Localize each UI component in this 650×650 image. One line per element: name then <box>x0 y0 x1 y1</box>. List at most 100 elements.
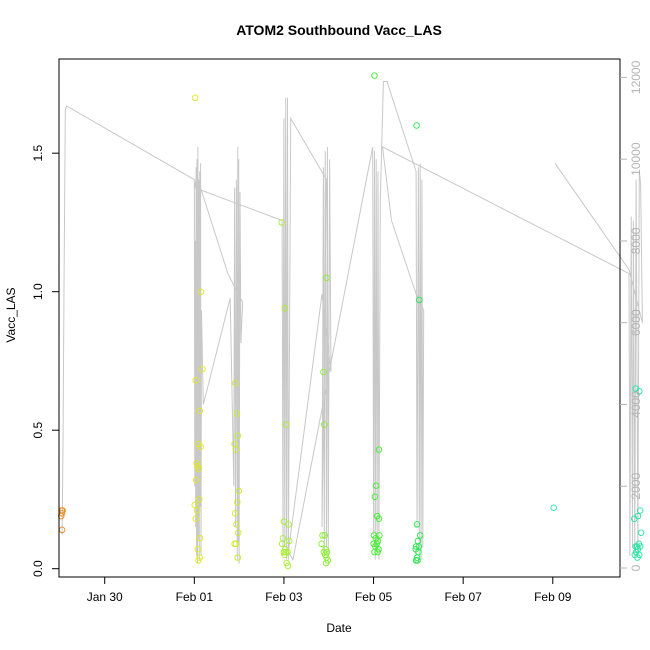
data-point <box>199 365 206 373</box>
data-point <box>196 407 203 415</box>
data-point <box>192 515 199 523</box>
data-point <box>280 548 288 556</box>
y-axis-right: 0 2000 4000 6000 8000 10000 12000 <box>620 60 643 571</box>
data-point <box>232 446 240 453</box>
plot-frame <box>58 58 621 578</box>
x-axis-label: Date <box>326 621 352 635</box>
data-point <box>193 507 201 514</box>
data-point <box>280 518 288 525</box>
data-point <box>416 296 423 304</box>
data-point <box>413 122 420 129</box>
y-right-tick-label: 10000 <box>629 142 643 176</box>
x-tick-label: Feb 05 <box>355 590 393 604</box>
y-axis-label: Vacc_LAS <box>4 287 18 342</box>
y-tick-label: 0.0 <box>31 560 45 577</box>
data-point <box>636 507 644 514</box>
data-point <box>196 534 204 542</box>
data-point <box>284 562 292 570</box>
series-5 <box>370 72 383 556</box>
data-point <box>194 546 202 553</box>
series-2 <box>231 379 242 561</box>
data-point <box>318 540 325 548</box>
data-point <box>550 504 557 511</box>
line-series-trace <box>61 81 643 564</box>
data-point <box>286 537 293 545</box>
data-point <box>234 554 242 561</box>
data-point <box>416 532 424 539</box>
y-right-tick-label: 4000 <box>629 391 643 418</box>
data-point <box>637 529 645 536</box>
data-point <box>57 512 65 520</box>
data-point <box>281 305 289 312</box>
data-point <box>371 548 378 556</box>
data-point <box>281 551 288 559</box>
data-point <box>278 540 286 548</box>
data-point <box>282 421 290 428</box>
y-right-tick-label: 8000 <box>629 227 643 254</box>
data-point <box>233 521 240 528</box>
data-point <box>234 432 242 439</box>
data-point <box>323 274 330 282</box>
data-point <box>371 72 378 79</box>
data-point <box>235 487 242 495</box>
series-1 <box>191 94 206 564</box>
data-point <box>374 548 381 556</box>
data-point <box>375 446 383 453</box>
x-tick-label: Feb 07 <box>444 590 482 604</box>
series-6 <box>412 122 424 564</box>
data-point <box>192 476 200 484</box>
data-point <box>193 460 200 467</box>
series-3 <box>278 219 293 570</box>
y-tick-label: 0.5 <box>31 422 45 439</box>
y-right-tick-label: 0 <box>629 564 643 571</box>
data-point <box>413 521 421 528</box>
series-4 <box>318 274 332 567</box>
data-point <box>195 465 203 473</box>
data-point <box>414 537 422 545</box>
data-point <box>231 510 239 517</box>
data-point <box>191 501 199 509</box>
x-axis: Jan 30 Feb 01 Feb 03 Feb 05 Feb 07 Feb 09 <box>87 577 572 604</box>
data-point <box>636 388 643 395</box>
data-point <box>634 554 641 561</box>
data-point <box>234 529 242 536</box>
data-point <box>234 498 241 506</box>
data-point <box>195 557 202 564</box>
data-point <box>321 532 328 539</box>
data-point <box>371 493 379 500</box>
y-right-tick-label: 2000 <box>629 473 643 500</box>
data-point <box>321 421 328 428</box>
chart-title: ATOM2 Southbound Vacc_LAS <box>236 22 442 38</box>
data-point <box>414 557 421 564</box>
data-point <box>285 521 292 528</box>
data-point <box>232 379 239 387</box>
data-point <box>197 443 204 451</box>
y-tick-label: 1.0 <box>31 283 45 300</box>
data-point <box>196 496 203 503</box>
x-tick-label: Feb 01 <box>176 590 214 604</box>
data-point <box>278 219 285 226</box>
x-tick-label: Jan 30 <box>87 590 123 604</box>
y-tick-label: 1.5 <box>31 145 45 162</box>
data-point <box>375 515 383 523</box>
data-point <box>197 288 205 295</box>
y-right-tick-label: 6000 <box>629 309 643 336</box>
data-point <box>372 482 380 489</box>
data-point <box>192 377 199 384</box>
data-point <box>233 410 241 417</box>
data-point <box>319 532 326 539</box>
plot-area <box>57 72 645 570</box>
y-axis: 0.0 0.5 1.0 1.5 <box>31 145 59 577</box>
data-point <box>322 559 330 567</box>
data-point <box>413 554 421 561</box>
data-point <box>320 368 327 376</box>
series-7 <box>550 385 645 561</box>
data-point <box>631 515 638 523</box>
data-point <box>412 543 420 550</box>
x-tick-label: Feb 09 <box>534 590 572 604</box>
data-point <box>232 540 240 548</box>
data-point <box>191 94 199 102</box>
x-tick-label: Feb 03 <box>265 590 303 604</box>
y-right-tick-label: 12000 <box>629 60 643 94</box>
